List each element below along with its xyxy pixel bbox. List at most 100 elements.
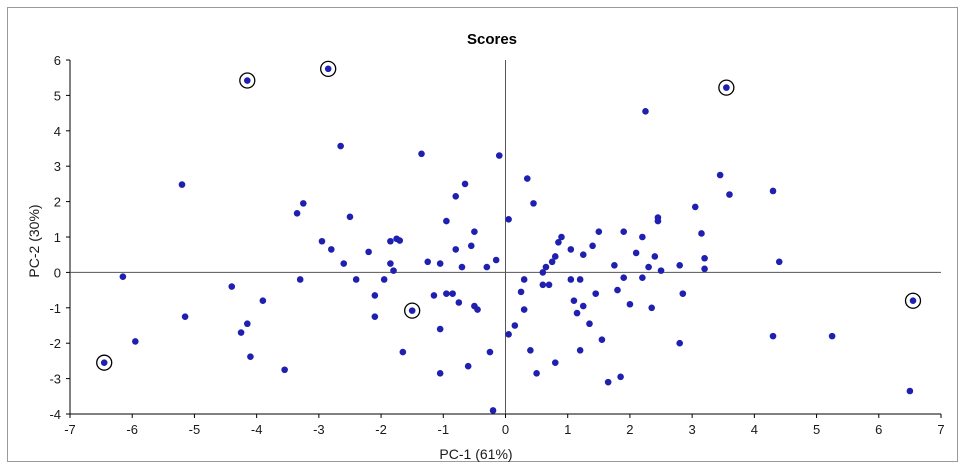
score-point (723, 84, 730, 91)
score-point (592, 290, 600, 297)
y-tick-label: 4 (54, 124, 61, 139)
highlight-ring (718, 79, 735, 96)
x-tick-label: 2 (626, 422, 633, 437)
score-point (567, 276, 575, 283)
score-point (679, 290, 687, 297)
x-tick-label: 7 (937, 422, 944, 437)
score-point (698, 230, 705, 237)
score-point (474, 306, 481, 313)
score-point (281, 366, 288, 374)
score-point (449, 290, 456, 297)
score-point (589, 242, 596, 250)
score-point (483, 263, 491, 271)
score-point (486, 348, 494, 356)
score-point (511, 322, 519, 329)
score-point (579, 302, 587, 310)
score-point (380, 276, 388, 283)
y-tick-label: 6 (54, 53, 61, 68)
score-point (424, 258, 432, 266)
x-tick-label: 6 (875, 422, 882, 437)
score-point (259, 297, 267, 305)
score-point (909, 297, 917, 305)
score-point (555, 239, 562, 246)
score-point (614, 286, 621, 294)
score-point (520, 306, 528, 313)
score-point (495, 152, 503, 159)
score-point (620, 274, 628, 282)
x-tick-label: -6 (126, 422, 138, 437)
score-point (471, 228, 478, 235)
score-point (505, 331, 512, 338)
score-point (828, 332, 836, 340)
score-point (676, 262, 683, 269)
score-point (293, 209, 301, 217)
chart-frame: Scores PC-1 (61%) PC-2 (30%) -7 -6 -5 -4 -3 -… (7, 7, 958, 462)
x-tick-label: 0 (502, 422, 509, 437)
score-point (244, 320, 251, 328)
score-point (387, 260, 394, 267)
score-point (328, 246, 335, 253)
y-tick-label: -1 (49, 301, 61, 316)
score-point (119, 273, 127, 280)
score-point (237, 329, 245, 336)
score-point (365, 248, 372, 256)
score-point (701, 265, 708, 273)
score-point (505, 216, 512, 223)
x-tick-label: 1 (564, 422, 571, 437)
x-tick-label: -1 (438, 422, 450, 437)
score-point (371, 313, 379, 320)
score-point (570, 297, 578, 305)
score-point (654, 217, 662, 225)
score-point (617, 373, 624, 381)
score-point (244, 77, 251, 84)
highlight-ring (239, 72, 256, 89)
score-point (390, 267, 397, 274)
score-point (430, 292, 438, 299)
score-point (611, 262, 618, 269)
score-point (769, 187, 777, 195)
score-point (418, 150, 425, 158)
score-point (340, 260, 348, 267)
y-tick-label: 0 (54, 265, 61, 280)
score-point (530, 200, 537, 207)
score-point (181, 313, 189, 320)
score-point (458, 263, 466, 271)
highlight-ring (904, 292, 922, 309)
score-point (639, 233, 646, 241)
score-point (523, 175, 531, 182)
score-point (642, 108, 649, 115)
score-point (604, 378, 612, 386)
y-axis-title: PC-2 (30%) (26, 204, 42, 277)
score-point (567, 246, 575, 253)
y-tick-label: -2 (49, 336, 61, 351)
scores-scatter-plot: Scores PC-1 (61%) PC-2 (30%) -7 -6 -5 -4 -3 -… (26, 31, 945, 462)
score-point (651, 253, 659, 260)
score-point (657, 267, 665, 274)
score-point (461, 180, 469, 188)
score-point (455, 299, 463, 306)
score-point (576, 346, 584, 354)
score-point (443, 217, 450, 225)
highlight-ring (404, 302, 421, 319)
score-point (324, 65, 332, 73)
score-point (626, 300, 634, 308)
y-tick-label: 1 (54, 230, 61, 245)
score-point (533, 369, 540, 377)
score-point (296, 276, 304, 283)
y-tick-label: 3 (54, 159, 61, 174)
score-point (726, 191, 733, 198)
score-point (352, 276, 360, 283)
score-point (576, 276, 584, 283)
score-point (371, 292, 379, 299)
score-point (542, 263, 550, 271)
score-point (492, 256, 500, 264)
score-point (676, 339, 683, 347)
chart-title: Scores (467, 31, 517, 48)
score-point (539, 281, 547, 289)
score-point (716, 171, 724, 179)
score-point (337, 142, 344, 150)
score-point (586, 320, 593, 328)
score-point (436, 260, 444, 267)
score-point (132, 338, 139, 345)
score-point (399, 348, 407, 356)
